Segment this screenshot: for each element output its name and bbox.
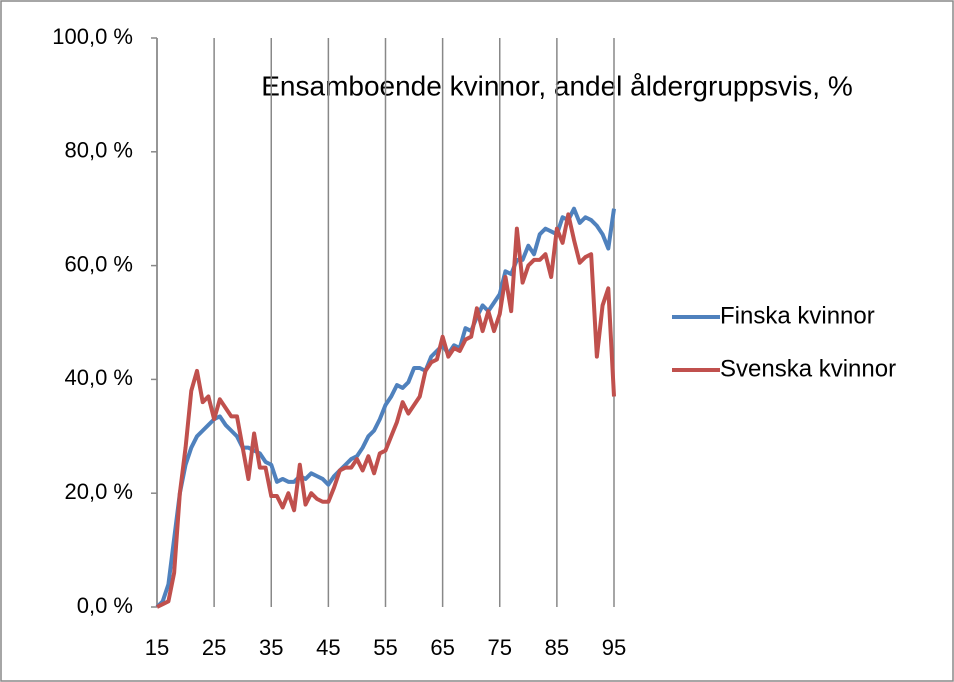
x-tick-label: 25 xyxy=(202,635,226,660)
legend-label: Svenska kvinnor xyxy=(720,355,896,382)
x-tick-label: 35 xyxy=(259,635,283,660)
x-tick-label: 75 xyxy=(488,635,512,660)
y-tick-label: 80,0 % xyxy=(65,138,134,163)
y-tick-label: 60,0 % xyxy=(65,251,134,276)
series-line xyxy=(155,206,616,609)
y-tick-label: 20,0 % xyxy=(65,479,134,504)
y-tick-label: 0,0 % xyxy=(77,593,133,618)
y-tick-label: 40,0 % xyxy=(65,365,134,390)
legend-label: Finska kvinnor xyxy=(720,302,875,329)
y-tick-label: 100,0 % xyxy=(52,24,133,49)
series-line xyxy=(156,212,616,609)
x-tick-label: 55 xyxy=(373,635,397,660)
x-tick-label: 45 xyxy=(316,635,340,660)
x-tick-label: 15 xyxy=(145,635,169,660)
x-tick-label: 65 xyxy=(430,635,454,660)
x-tick-label: 85 xyxy=(545,635,569,660)
x-tick-label: 95 xyxy=(602,635,626,660)
